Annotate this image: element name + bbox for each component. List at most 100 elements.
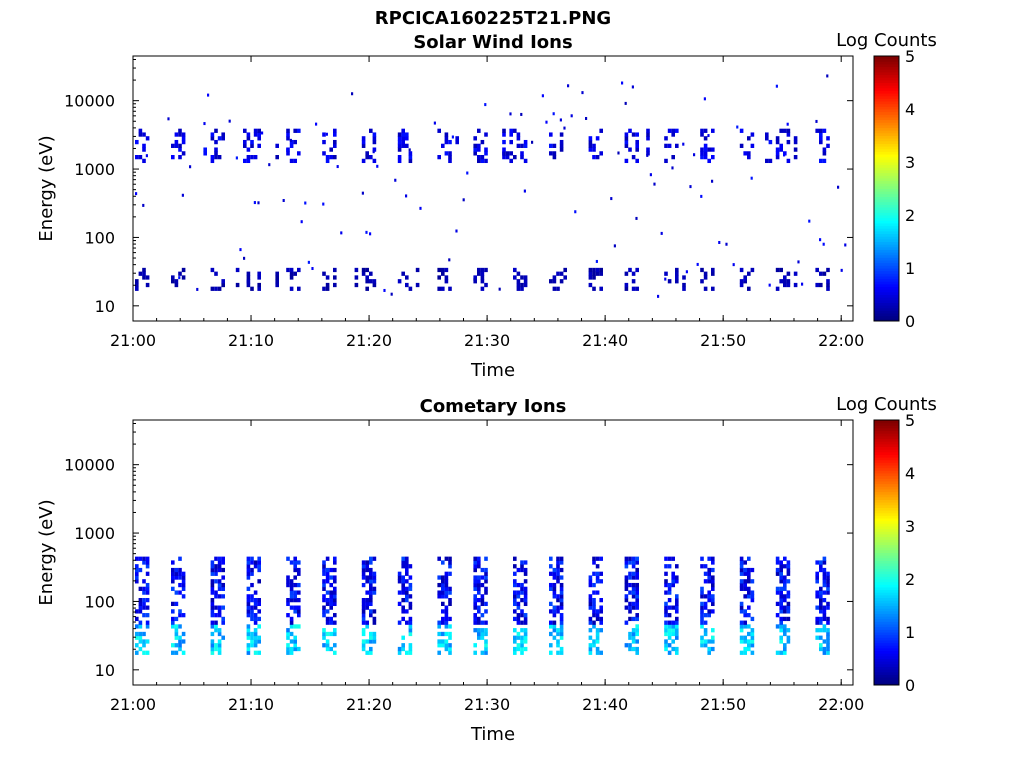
heatmap-cell (516, 605, 521, 610)
heatmap-cell (361, 191, 364, 195)
heatmap-cell (826, 571, 830, 576)
heatmap-cell (581, 91, 584, 95)
heatmap-cell (513, 128, 517, 133)
heatmap-cell (711, 594, 715, 599)
heatmap-cell (588, 605, 593, 610)
heatmap-cell (750, 267, 755, 273)
heatmap-cell (214, 605, 218, 610)
colorbar-step (874, 671, 899, 675)
colorbar-step (874, 449, 899, 453)
heatmap-cell (783, 279, 787, 284)
panel-title: Solar Wind Ions (413, 32, 572, 53)
heatmap-cell (365, 639, 369, 644)
heatmap-cell (783, 275, 787, 280)
heatmap-cell (739, 624, 744, 629)
heatmap-cell (574, 210, 577, 214)
heatmap-cell (408, 605, 413, 610)
heatmap-cell (480, 628, 485, 633)
heatmap-cell (250, 286, 254, 291)
heatmap-cell (671, 132, 675, 137)
heatmap-cell (635, 139, 639, 145)
heatmap-cell (675, 279, 679, 284)
colorbar-step (874, 82, 899, 86)
x-tick-label: 21:30 (464, 331, 510, 350)
heatmap-cell (599, 556, 603, 561)
heatmap-cell (779, 594, 783, 599)
heatmap-cell (671, 639, 675, 644)
heatmap-cell (401, 643, 405, 648)
heatmap-cell (624, 564, 629, 569)
heatmap-cell (549, 624, 553, 629)
heatmap-cell (826, 267, 830, 273)
heatmap-cell (484, 132, 488, 137)
colorbar-step (874, 95, 899, 99)
heatmap-cell (401, 616, 405, 622)
heatmap-cell (588, 147, 593, 152)
heatmap-cell (631, 628, 636, 633)
colorbar-step (874, 180, 899, 184)
heatmap-cell (765, 136, 769, 141)
heatmap-cell (142, 556, 146, 561)
heatmap-cell (624, 286, 629, 291)
heatmap-cell (484, 628, 488, 633)
plot-frame (132, 419, 854, 686)
heatmap-cell (401, 132, 405, 137)
heatmap-cell (235, 156, 238, 160)
heatmap-cell (808, 219, 811, 223)
colorbar-step (874, 541, 899, 546)
heatmap-cell (297, 560, 301, 565)
heatmap-cell (779, 128, 783, 133)
colorbar-step (874, 507, 899, 511)
heatmap-cell (502, 151, 505, 155)
heatmap-cell (779, 590, 783, 595)
heatmap-cell (664, 624, 668, 629)
heatmap-cell (707, 650, 711, 655)
heatmap-cell (333, 267, 337, 273)
heatmap-cell (473, 586, 477, 591)
heatmap-cell (214, 147, 218, 152)
heatmap-cell (775, 586, 780, 591)
heatmap-cell (293, 624, 297, 629)
heatmap-cell (297, 267, 301, 273)
heatmap-cell (819, 601, 823, 607)
heatmap-cell (437, 267, 441, 273)
heatmap-cell (174, 635, 179, 640)
heatmap-cell (595, 639, 600, 644)
heatmap-cell (523, 275, 528, 280)
heatmap-cell (667, 590, 672, 595)
heatmap-cell (520, 643, 524, 648)
heatmap-cell (322, 567, 326, 573)
heatmap-cell (711, 639, 715, 644)
colorbar-step (874, 491, 899, 495)
heatmap-cell (624, 556, 629, 561)
colorbar-step (874, 568, 899, 572)
heatmap-cell (322, 560, 326, 565)
heatmap-cell (559, 650, 564, 655)
colorbar-step (874, 196, 899, 200)
heatmap-cell (624, 620, 629, 625)
heatmap-cell (502, 155, 506, 160)
heatmap-cell (210, 590, 215, 595)
heatmap-cell (556, 556, 560, 561)
heatmap-cell (621, 81, 624, 85)
heatmap-cell (333, 556, 337, 561)
heatmap-cell (477, 143, 481, 148)
heatmap-cell (243, 139, 247, 145)
x-tick-label: 22:00 (818, 695, 864, 714)
heatmap-cell (145, 556, 150, 561)
colorbar-step (874, 443, 899, 447)
heatmap-cell (401, 609, 405, 614)
heatmap-cell (750, 176, 753, 180)
heatmap-cell (624, 597, 629, 603)
heatmap-cell (246, 564, 251, 569)
heatmap-cell (246, 155, 251, 160)
heatmap-cell (289, 624, 294, 629)
heatmap-cell (297, 624, 301, 629)
heatmap-cell (293, 582, 297, 588)
heatmap-cell (473, 650, 477, 655)
heatmap-cell (480, 567, 485, 573)
heatmap-cell (322, 594, 326, 599)
heatmap-cell (444, 132, 449, 137)
heatmap-cell (257, 650, 261, 655)
heatmap-cell (635, 631, 639, 637)
